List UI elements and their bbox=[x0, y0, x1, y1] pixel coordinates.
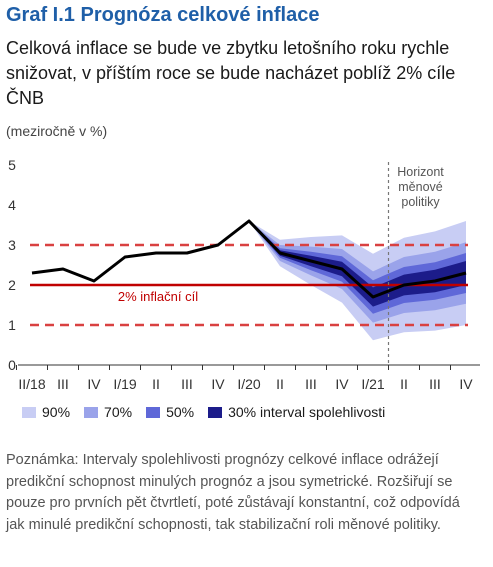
x-tick-label: III bbox=[429, 376, 441, 392]
x-tick-label: IV bbox=[211, 376, 225, 392]
x-tick-label: III bbox=[57, 376, 69, 392]
y-tick-label: 3 bbox=[8, 237, 16, 253]
horizon-label: politiky bbox=[401, 195, 440, 209]
horizon-label: měnové bbox=[398, 180, 443, 194]
x-tick-label: II bbox=[400, 376, 408, 392]
chart-note: Poznámka: Intervaly spolehlivosti prognó… bbox=[6, 452, 460, 533]
legend-swatch-50 bbox=[146, 406, 161, 418]
legend-label-30: 30% interval spolehlivosti bbox=[228, 404, 386, 420]
legend-item-50: 50% bbox=[146, 404, 194, 420]
x-tick-label: IV bbox=[335, 376, 349, 392]
legend-label-90: 90% bbox=[42, 404, 71, 420]
chart-title: Graf I.1 Prognóza celkové inflace bbox=[6, 4, 320, 26]
x-tick-label: IV bbox=[87, 376, 101, 392]
legend-swatch-90 bbox=[22, 406, 36, 418]
unit-label: (meziročně v %) bbox=[6, 123, 108, 139]
inflation-target-label: 2% inflační cíl bbox=[118, 289, 198, 304]
x-tick-label: IV bbox=[459, 376, 473, 392]
x-tick-label: II bbox=[152, 376, 160, 392]
legend-item-30: 30% interval spolehlivosti bbox=[208, 404, 385, 420]
y-tick-label: 5 bbox=[8, 157, 16, 173]
x-tick-label: II/18 bbox=[18, 376, 45, 392]
legend-swatch-70 bbox=[84, 406, 99, 418]
y-tick-label: 4 bbox=[8, 197, 16, 213]
legend-swatch-30 bbox=[208, 406, 223, 418]
x-tick-label: I/19 bbox=[113, 376, 137, 392]
inflation-series-line bbox=[31, 219, 467, 299]
y-tick-label: 0 bbox=[8, 357, 16, 373]
x-tick-label: I/21 bbox=[361, 376, 385, 392]
legend-label-70: 70% bbox=[104, 404, 133, 420]
horizon-label: Horizont bbox=[397, 165, 444, 179]
legend-label-50: 50% bbox=[166, 404, 195, 420]
legend-item-70: 70% bbox=[84, 404, 132, 420]
x-tick-label: II bbox=[276, 376, 284, 392]
x-tick-label: I/20 bbox=[237, 376, 261, 392]
chart-subtitle: Celková inflace se bude ve zbytku letošn… bbox=[6, 38, 456, 108]
inflation-forecast-chart: 0 1 2 3 4 5 2% inflační cíl Horizontměnovépolit… bbox=[8, 157, 480, 392]
y-tick-label: 2 bbox=[8, 277, 16, 293]
y-tick-label: 1 bbox=[8, 317, 16, 333]
x-tick-label: III bbox=[305, 376, 317, 392]
chart-legend: 90% 70% 50% 30% interval spolehlivosti bbox=[22, 404, 385, 420]
x-tick-label: III bbox=[181, 376, 193, 392]
legend-item-90: 90% bbox=[22, 404, 70, 420]
